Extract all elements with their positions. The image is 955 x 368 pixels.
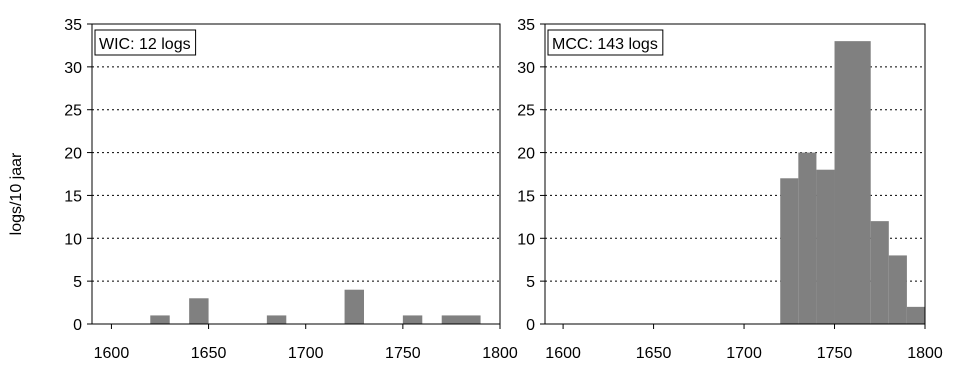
chart1-x-tick-label-0: 1600 — [94, 345, 130, 362]
chart2-x-tick-label-2: 1700 — [726, 345, 762, 362]
chart1-bar-5 — [441, 315, 481, 324]
chart1-annotation-box — [94, 29, 197, 56]
chart2-annotation-label: MCC: 143 logs — [552, 36, 658, 53]
chart1-y-tick-label-5: 25 — [64, 103, 82, 120]
chart2-y-tick-label-5: 25 — [517, 103, 535, 120]
chart2-bar-1 — [798, 152, 817, 324]
chart1-x-tick-label-2: 1700 — [288, 345, 324, 362]
chart1-y-tick-label-7: 35 — [64, 17, 82, 34]
chart1-y-tick-label-6: 30 — [64, 60, 82, 77]
chart1-y-tick-label-2: 10 — [64, 231, 82, 248]
chart1-bar-1 — [189, 298, 209, 324]
chart2-x-tick-label-4: 1800 — [907, 345, 943, 362]
chart1-bar-3 — [344, 289, 364, 324]
chart1-y-tick-label-0: 0 — [73, 317, 82, 334]
chart1-y-tick-label-1: 5 — [73, 274, 82, 291]
chart1-y-tick-label-4: 20 — [64, 146, 82, 163]
chart1-x-tick-label-4: 1800 — [482, 345, 518, 362]
chart2-bar-6 — [906, 306, 925, 324]
chart2-x-tick-label-3: 1750 — [817, 345, 853, 362]
chart1-bar-4 — [402, 315, 423, 324]
chart2-bar-0 — [780, 178, 799, 324]
chart2-y-tick-label-3: 15 — [517, 188, 535, 205]
chart2-y-tick-label-0: 0 — [526, 317, 535, 334]
chart2-y-tick-label-4: 20 — [517, 146, 535, 163]
chart2-x-tick-label-1: 1650 — [636, 345, 672, 362]
chart2-x-tick-label-0: 1600 — [545, 345, 581, 362]
chart2-bar-3 — [834, 41, 871, 325]
chart1-y-tick-label-3: 15 — [64, 188, 82, 205]
chart2-bar-2 — [816, 169, 835, 324]
chart1-annotation-label: WIC: 12 logs — [99, 36, 191, 53]
chart2-y-tick-label-1: 5 — [526, 274, 535, 291]
chart1-bar-0 — [150, 315, 170, 324]
chart1-bar-2 — [266, 315, 287, 324]
chart2-y-tick-label-2: 10 — [517, 231, 535, 248]
y-axis-label: logs/10 jaar — [8, 152, 25, 235]
chart2-y-tick-label-6: 30 — [517, 60, 535, 77]
chart2-bar-5 — [888, 255, 907, 324]
chart2-y-tick-label-7: 35 — [517, 17, 535, 34]
chart1-x-tick-label-3: 1750 — [385, 345, 421, 362]
chart1-plot-frame — [91, 23, 501, 325]
chart1-x-tick-label-1: 1650 — [191, 345, 227, 362]
chart2-annotation-box — [547, 29, 664, 56]
chart2-bar-4 — [870, 221, 889, 324]
chart2-plot-frame — [544, 23, 926, 325]
